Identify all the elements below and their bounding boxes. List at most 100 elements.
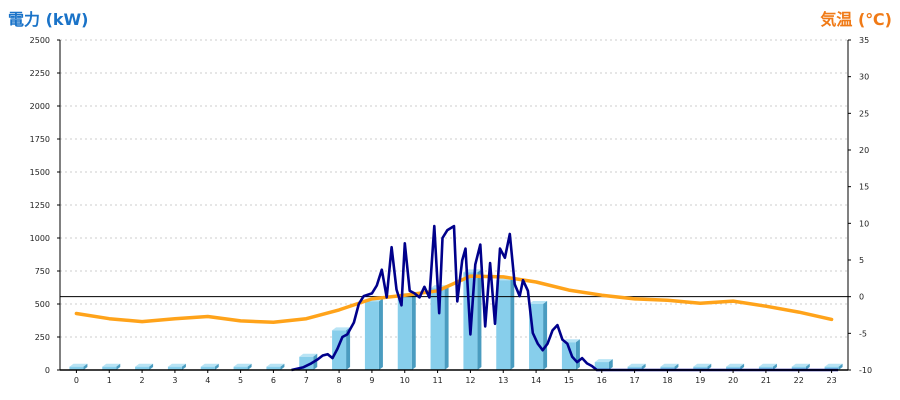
power-bar-side xyxy=(116,363,121,370)
power-bar-side xyxy=(805,363,810,370)
power-bar-side xyxy=(575,339,580,370)
right-tick-label: 5 xyxy=(859,256,864,265)
x-tick-label: 18 xyxy=(662,376,672,385)
power-bar xyxy=(233,363,252,370)
power-bar xyxy=(332,327,351,370)
power-bar-top xyxy=(726,363,745,367)
left-tick-label: 2500 xyxy=(30,36,50,45)
temperature-line xyxy=(74,274,834,325)
left-tick-label: 500 xyxy=(35,300,50,309)
power-bar-side xyxy=(740,363,745,370)
power-line xyxy=(291,224,839,372)
right-axis-title: 気温 (℃) xyxy=(820,10,892,29)
x-tick-label: 10 xyxy=(400,376,410,385)
power-bar xyxy=(102,363,121,370)
x-tick-label: 6 xyxy=(271,376,276,385)
right-tick-label: 15 xyxy=(859,183,869,192)
power-bar xyxy=(726,363,745,370)
x-tick-label: 13 xyxy=(498,376,508,385)
power-bar-side xyxy=(280,363,285,370)
power-bar xyxy=(758,363,777,370)
power-bar-top xyxy=(627,363,646,367)
power-bar xyxy=(529,301,548,370)
power-bar-side xyxy=(181,363,186,370)
right-tick-label: -5 xyxy=(859,329,867,338)
power-bar xyxy=(69,363,88,370)
power-bar-side xyxy=(378,298,383,370)
right-tick-label: 25 xyxy=(859,109,869,118)
right-tick-label: 30 xyxy=(859,73,869,82)
x-tick-label: 5 xyxy=(238,376,243,385)
power-bar-side xyxy=(543,301,548,370)
power-bar-side xyxy=(772,363,777,370)
x-tick-label: 4 xyxy=(205,376,210,385)
power-bar-top xyxy=(529,301,548,304)
power-bar-side xyxy=(149,363,154,370)
power-bar-front xyxy=(167,366,182,370)
axes xyxy=(57,39,851,373)
power-bar-side xyxy=(477,269,482,370)
left-tick-label: 0 xyxy=(45,366,50,375)
x-tick-label: 7 xyxy=(304,376,309,385)
tick-labels: 02505007501000125015001750200022502500-1… xyxy=(30,36,872,385)
power-bar-front xyxy=(758,366,773,370)
power-bar xyxy=(266,363,285,370)
power-bar-top xyxy=(758,363,777,367)
power-bar-side xyxy=(214,363,219,370)
left-axis-title: 電力 (kW) xyxy=(8,10,89,29)
left-tick-label: 1000 xyxy=(30,234,50,243)
power-bar-front xyxy=(824,366,839,370)
x-tick-label: 20 xyxy=(728,376,738,385)
right-tick-label: 20 xyxy=(859,146,869,155)
left-tick-label: 750 xyxy=(35,267,50,276)
power-bar-front xyxy=(660,366,675,370)
x-tick-label: 14 xyxy=(531,376,541,385)
power-bar-front xyxy=(693,366,708,370)
power-bar xyxy=(791,363,810,370)
x-tick-label: 15 xyxy=(564,376,574,385)
power-bar-front xyxy=(266,366,281,370)
power-bar xyxy=(660,363,679,370)
right-tick-label: -10 xyxy=(859,366,872,375)
power-bar-top xyxy=(332,327,351,331)
power-bar xyxy=(364,298,383,370)
power-bar-front xyxy=(200,366,215,370)
power-bar-side xyxy=(510,277,515,370)
x-tick-label: 9 xyxy=(369,376,374,385)
power-bar-side xyxy=(346,327,351,370)
power-bar-top xyxy=(791,363,810,367)
power-bar xyxy=(594,359,613,370)
power-bar-front xyxy=(726,366,741,370)
x-tick-label: 23 xyxy=(826,376,836,385)
left-tick-label: 1500 xyxy=(30,168,50,177)
x-tick-label: 1 xyxy=(107,376,112,385)
power-bar xyxy=(496,277,515,370)
power-bar-side xyxy=(838,363,843,370)
power-bar-side xyxy=(444,285,449,370)
power-bar-side xyxy=(707,363,712,370)
power-bar xyxy=(200,363,219,370)
left-tick-label: 1750 xyxy=(30,135,50,144)
power-bar-side xyxy=(674,363,679,370)
line-series-layer xyxy=(60,224,848,372)
x-tick-label: 2 xyxy=(140,376,145,385)
left-tick-label: 2000 xyxy=(30,102,50,111)
x-tick-label: 21 xyxy=(761,376,771,385)
power-bar-side xyxy=(83,363,88,370)
power-bar xyxy=(693,363,712,370)
power-bar-top xyxy=(594,359,613,363)
power-bar xyxy=(627,363,646,370)
power-bar-top xyxy=(167,363,186,367)
power-bar-top xyxy=(824,363,843,367)
left-tick-label: 1250 xyxy=(30,201,50,210)
power-bar-front xyxy=(332,330,347,370)
power-bar xyxy=(824,363,843,370)
power-bar-front xyxy=(69,366,84,370)
power-bar-front xyxy=(791,366,806,370)
power-bar-top xyxy=(233,363,252,367)
grid-layer xyxy=(60,39,848,338)
power-bar-top xyxy=(69,363,88,367)
right-tick-label: 35 xyxy=(859,36,869,45)
x-tick-label: 12 xyxy=(465,376,475,385)
power-bar-side xyxy=(608,359,613,370)
